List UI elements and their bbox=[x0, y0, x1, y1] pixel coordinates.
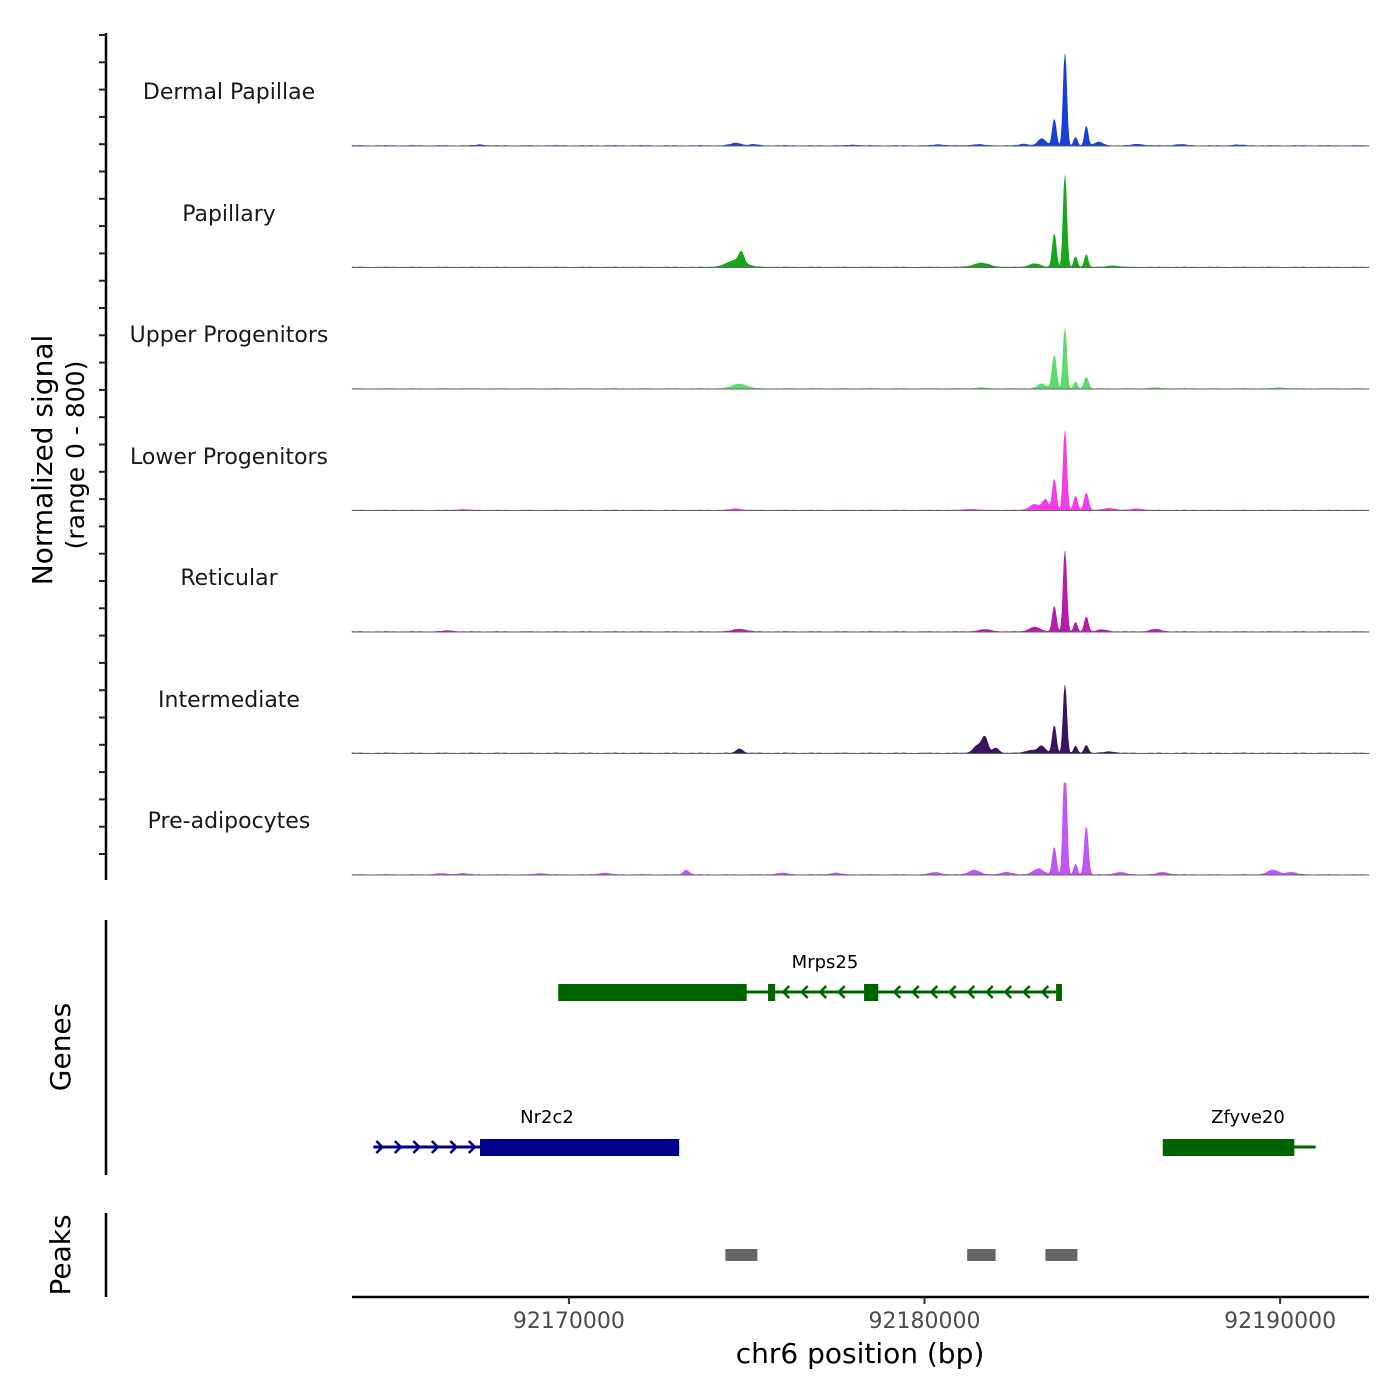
signal-area-pre-adipocytes bbox=[351, 782, 1370, 876]
track-pre-adipocytes: Pre-adipocytes bbox=[148, 782, 1370, 876]
gene-label-nr2c2: Nr2c2 bbox=[520, 1107, 574, 1128]
gene-zfyve20: Zfyve20 bbox=[1162, 1107, 1316, 1156]
exon bbox=[768, 984, 776, 1001]
genes-panel: Genes Mrps25 Nr2c2 Zfyve20 bbox=[44, 920, 1316, 1175]
signal-y-label-line2: (range 0 - 800) bbox=[61, 361, 90, 550]
strand-arrow bbox=[781, 985, 791, 999]
genes-panel-label: Genes bbox=[44, 1003, 77, 1091]
strand-arrow bbox=[1003, 985, 1013, 999]
gene-nr2c2: Nr2c2 bbox=[373, 1107, 680, 1156]
strand-arrow bbox=[818, 985, 828, 999]
peaks-panel-label: Peaks bbox=[44, 1214, 77, 1295]
track-upper-progenitors: Upper Progenitors bbox=[130, 323, 1370, 390]
signal-area-reticular bbox=[351, 550, 1370, 633]
track-intermediate: Intermediate bbox=[158, 685, 1370, 754]
x-ticks: 92170000 92180000 92190000 bbox=[513, 1297, 1336, 1334]
track-papillary: Papillary bbox=[182, 175, 1370, 268]
track-label-lower-progenitors: Lower Progenitors bbox=[130, 445, 328, 470]
strand-arrow bbox=[799, 985, 809, 999]
strand-arrow bbox=[393, 1140, 403, 1154]
exons-nr2c2 bbox=[480, 1139, 680, 1156]
strand-arrow bbox=[467, 1140, 477, 1154]
signal-area-upper-progenitors bbox=[351, 328, 1370, 390]
exons-mrps25 bbox=[558, 984, 1063, 1001]
strand-arrow bbox=[947, 985, 957, 999]
signal-y-label-line1: Normalized signal bbox=[26, 335, 59, 586]
exon bbox=[1056, 984, 1063, 1001]
signal-area-lower-progenitors bbox=[351, 430, 1370, 511]
strand-arrow bbox=[892, 985, 902, 999]
strand-arrows-nr2c2 bbox=[375, 1140, 477, 1154]
exon bbox=[864, 984, 879, 1001]
track-label-pre-adipocytes: Pre-adipocytes bbox=[148, 809, 311, 834]
exons-zfyve20 bbox=[1162, 1139, 1295, 1156]
strand-arrow bbox=[910, 985, 920, 999]
track-dermal-papillae: Dermal Papillae bbox=[143, 53, 1370, 147]
strand-arrow bbox=[412, 1140, 422, 1154]
strand-arrow bbox=[1040, 985, 1050, 999]
strand-arrow bbox=[929, 985, 939, 999]
signal-area-papillary bbox=[351, 175, 1370, 268]
track-lower-progenitors: Lower Progenitors bbox=[130, 430, 1370, 511]
x-tick-label: 92180000 bbox=[869, 1309, 981, 1334]
x-axis-label: chr6 position (bp) bbox=[736, 1337, 985, 1370]
strand-arrow bbox=[836, 985, 846, 999]
peak-region bbox=[967, 1249, 996, 1261]
exon bbox=[558, 984, 747, 1001]
exon bbox=[480, 1139, 680, 1156]
x-axis: 92170000 92180000 92190000 chr6 position… bbox=[352, 1295, 1369, 1370]
strand-arrow bbox=[375, 1140, 385, 1154]
exon bbox=[1162, 1139, 1295, 1156]
strand-arrow bbox=[966, 985, 976, 999]
track-label-upper-progenitors: Upper Progenitors bbox=[130, 323, 329, 348]
strand-arrow bbox=[430, 1140, 440, 1154]
strand-arrows-mrps25 bbox=[781, 985, 1050, 999]
peak-regions bbox=[725, 1249, 1078, 1261]
signal-area-dermal-papillae bbox=[351, 53, 1370, 147]
signal-area-intermediate bbox=[351, 685, 1370, 754]
track-label-dermal-papillae: Dermal Papillae bbox=[143, 80, 315, 105]
signal-panel: Normalized signal (range 0 - 800) Dermal… bbox=[26, 33, 1370, 880]
gene-label-mrps25: Mrps25 bbox=[792, 952, 859, 973]
strand-arrow bbox=[449, 1140, 459, 1154]
gene-mrps25: Mrps25 bbox=[558, 952, 1063, 1001]
track-reticular: Reticular bbox=[180, 550, 1370, 633]
strand-arrow bbox=[984, 985, 994, 999]
track-label-papillary: Papillary bbox=[182, 202, 276, 227]
strand-arrow bbox=[1021, 985, 1031, 999]
peaks-panel: Peaks bbox=[44, 1213, 1078, 1297]
peak-region bbox=[725, 1249, 758, 1261]
x-tick-label: 92190000 bbox=[1224, 1309, 1336, 1334]
track-label-reticular: Reticular bbox=[180, 566, 278, 591]
x-tick-label: 92170000 bbox=[513, 1309, 625, 1334]
signal-y-ticks bbox=[99, 34, 106, 855]
peak-region bbox=[1045, 1249, 1078, 1261]
track-label-intermediate: Intermediate bbox=[158, 688, 300, 713]
gene-label-zfyve20: Zfyve20 bbox=[1211, 1107, 1285, 1128]
